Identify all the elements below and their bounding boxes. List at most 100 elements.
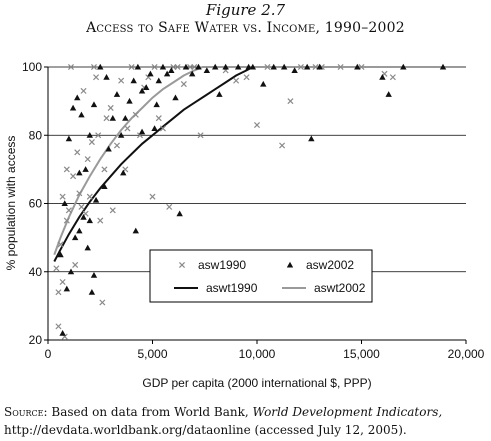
point-asw2002 <box>78 111 85 118</box>
point-asw1990 <box>197 132 204 139</box>
series-line-aswt1990 <box>53 66 466 262</box>
point-asw2002 <box>86 217 93 224</box>
point-asw1990 <box>78 203 85 210</box>
y-tick-label: 20 <box>29 333 43 347</box>
source-text: Based on data from World Bank, <box>51 405 249 419</box>
point-asw2002 <box>151 125 158 131</box>
point-asw1990 <box>107 104 114 111</box>
point-asw1990 <box>155 115 162 122</box>
point-asw1990 <box>233 77 240 84</box>
point-asw2002 <box>71 234 79 241</box>
point-asw2002 <box>280 63 288 70</box>
point-asw2002 <box>163 70 171 77</box>
point-asw1990 <box>243 74 250 81</box>
plot-area <box>53 63 466 340</box>
point-asw1990 <box>287 98 294 105</box>
point-asw2002 <box>65 135 73 142</box>
point-asw2002 <box>76 227 83 234</box>
point-asw2002 <box>90 101 98 108</box>
point-asw2002 <box>155 77 162 84</box>
point-asw1990 <box>65 207 72 214</box>
point-asw2002 <box>291 67 298 73</box>
legend-box <box>149 249 373 303</box>
legend: asw1990 asw2002 aswt1990 aswt2002 <box>149 249 373 303</box>
point-asw1990 <box>57 241 64 248</box>
point-asw1990 <box>159 125 166 132</box>
point-asw2002 <box>234 63 242 70</box>
point-asw2002 <box>159 63 167 70</box>
legend-label-aswt1990: aswt1990 <box>206 281 258 295</box>
point-asw2002 <box>260 80 267 87</box>
point-asw1990 <box>103 115 110 122</box>
point-asw2002 <box>63 285 71 292</box>
point-asw2002 <box>90 271 98 278</box>
legend-label-asw2002: asw2002 <box>306 258 354 272</box>
point-asw2002 <box>182 63 190 70</box>
point-asw2002 <box>203 67 211 73</box>
point-asw2002 <box>76 169 83 176</box>
point-asw2002 <box>222 63 229 70</box>
x-tick-label: 5,000 <box>137 347 167 361</box>
point-asw1990 <box>55 323 62 330</box>
point-asw2002 <box>113 91 121 97</box>
point-asw2002 <box>117 132 125 138</box>
point-asw2002 <box>103 74 110 80</box>
point-asw1990 <box>59 193 66 200</box>
point-asw2002 <box>138 128 146 135</box>
point-asw1990 <box>151 63 158 71</box>
point-asw1990 <box>53 265 60 272</box>
x-axis-label: GDP per capita (2000 international $, PP… <box>142 376 371 390</box>
point-asw2002 <box>88 289 96 295</box>
point-asw2002 <box>130 77 137 84</box>
point-asw2002 <box>270 63 277 70</box>
point-asw2002 <box>92 196 100 203</box>
point-asw1990 <box>59 278 66 286</box>
axes <box>44 66 467 344</box>
x-tick-label: 0 <box>45 347 52 361</box>
point-asw1990 <box>88 139 95 146</box>
point-asw1990 <box>55 289 62 296</box>
point-asw2002 <box>303 63 311 70</box>
point-asw2002 <box>74 94 81 101</box>
point-asw1990 <box>337 63 344 71</box>
point-asw1990 <box>180 81 187 88</box>
point-asw2002 <box>385 91 392 97</box>
point-asw2002 <box>439 63 447 70</box>
point-asw1990 <box>72 261 79 268</box>
point-asw1990 <box>74 149 81 156</box>
point-asw2002 <box>379 74 386 80</box>
chart: 20 40 60 80 100 0 5,000 10,000 15,000 20,000 % po… <box>4 60 485 390</box>
point-asw2002 <box>82 166 89 172</box>
point-asw2002 <box>143 84 150 91</box>
point-asw2002 <box>122 114 129 121</box>
point-asw2002 <box>61 200 68 207</box>
point-asw2002 <box>138 87 146 94</box>
point-asw2002 <box>354 63 361 70</box>
point-asw1990 <box>113 142 120 149</box>
figure-label: Figure 2.7 <box>205 1 286 19</box>
point-asw1990 <box>86 193 93 200</box>
point-asw2002 <box>97 63 104 70</box>
point-asw2002 <box>59 329 66 336</box>
legend-label-aswt2002: aswt2002 <box>314 281 366 295</box>
point-asw1990 <box>279 142 286 149</box>
source-lead: Source: <box>4 405 48 419</box>
point-asw1990 <box>67 63 75 71</box>
point-asw1990 <box>132 111 139 118</box>
point-asw2002 <box>84 244 91 251</box>
point-asw2002 <box>153 101 160 108</box>
point-asw1990 <box>253 121 261 129</box>
point-asw1990 <box>84 156 91 163</box>
point-asw2002 <box>134 63 142 70</box>
point-asw2002 <box>216 91 223 97</box>
point-asw2002 <box>168 67 175 73</box>
source-url: http://devdata.worldbank.org/dataonline … <box>4 423 407 437</box>
point-asw1990 <box>101 166 108 173</box>
x-tick-label: 15,000 <box>343 347 380 361</box>
point-asw1990 <box>90 63 98 71</box>
point-asw1990 <box>264 63 271 71</box>
point-asw2002 <box>67 268 75 275</box>
point-asw2002 <box>101 183 108 189</box>
point-asw2002 <box>212 63 219 70</box>
figure-title: Access to Safe Water vs. Income, 1990–20… <box>86 20 405 36</box>
